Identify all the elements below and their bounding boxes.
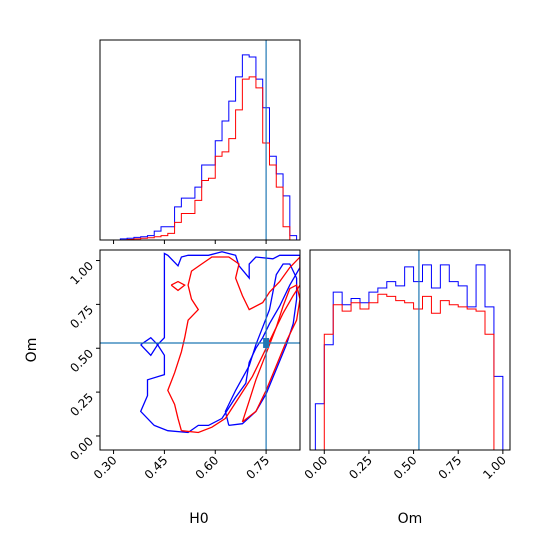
om-marginal-frame xyxy=(309,249,511,451)
joint-contour-3 xyxy=(241,284,300,423)
x-axis-label-h0: H0 xyxy=(189,511,208,527)
om-histogram-series-1 xyxy=(315,293,503,451)
joint-x-tick-label-1: 0.45 xyxy=(142,453,171,482)
om-marginal-panel: 0.00 0.25 0.50 0.75 1.00 xyxy=(302,249,511,482)
om-x-tick-label-1: 0.25 xyxy=(346,453,375,482)
joint-y-tick-label-1: 0.25 xyxy=(67,390,96,419)
joint-contour-1 xyxy=(224,263,298,427)
joint-truth-marker xyxy=(263,337,270,348)
h0-marginal-frame xyxy=(99,39,301,241)
h0-histogram-series-0 xyxy=(119,54,298,240)
x-axis-label-om: Om xyxy=(398,511,423,527)
om-x-tick-label-2: 0.50 xyxy=(391,453,420,482)
joint-frame xyxy=(99,249,301,451)
joint-y-tick-label-4: 1.00 xyxy=(67,259,96,288)
joint-contour-4 xyxy=(140,336,159,357)
joint-y-tick-label-0: 0.00 xyxy=(67,434,96,463)
om-histogram-series-0 xyxy=(314,264,504,450)
joint-y-tick-label-2: 0.50 xyxy=(67,346,96,375)
joint-contour-0 xyxy=(139,251,300,434)
h0-om-joint-panel: 0.30 0.45 0.60 0.75 0.00 0.25 0.50 0.75 1.00 xyxy=(67,249,301,482)
joint-y-tick-label-3: 0.75 xyxy=(67,303,96,332)
joint-x-tick-label-0: 0.30 xyxy=(91,453,120,482)
joint-contour-5 xyxy=(170,280,186,292)
joint-contour-group xyxy=(139,251,300,434)
joint-x-tick-label-2: 0.60 xyxy=(193,453,222,482)
joint-contour-2 xyxy=(167,256,300,434)
om-x-tick-label-0: 0.00 xyxy=(302,453,331,482)
h0-histogram-series-1 xyxy=(120,76,297,241)
y-axis-label-om: Om xyxy=(24,338,40,363)
joint-x-tick-label-3: 0.75 xyxy=(243,453,272,482)
om-x-tick-label-3: 0.75 xyxy=(436,453,465,482)
h0-marginal-panel xyxy=(99,39,301,244)
om-x-tick-label-4: 1.00 xyxy=(480,453,509,482)
